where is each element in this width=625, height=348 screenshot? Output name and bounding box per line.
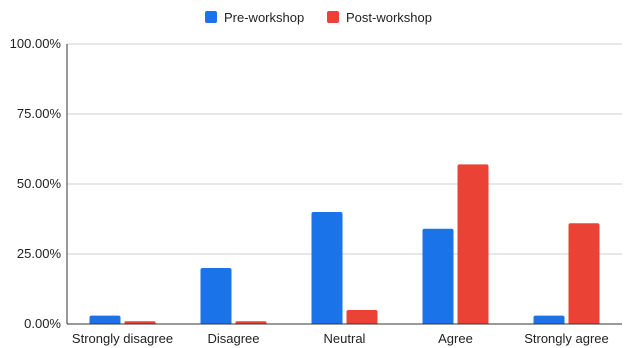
legend-swatch [327, 11, 339, 23]
x-axis: Strongly disagree Disagree Neutral Agree Str… [67, 323, 622, 346]
bar-post-workshop-neutral [346, 310, 378, 324]
x-tick-label: Strongly agree [524, 331, 609, 346]
y-tick-label: 50.00% [17, 176, 62, 191]
bar-post-workshop-strongly-disagree [124, 321, 156, 324]
bars [89, 164, 600, 324]
bar-pre-workshop-strongly-disagree [89, 315, 121, 324]
y-axis: 0.00% 25.00% 50.00% 75.00% 100.00% [10, 36, 68, 331]
x-tick-label: Agree [438, 331, 473, 346]
legend-label: Post-workshop [346, 10, 432, 25]
bar-pre-workshop-disagree [200, 268, 232, 324]
y-tick-label: 25.00% [17, 246, 62, 261]
bar-pre-workshop-neutral [311, 212, 343, 324]
bar-post-workshop-strongly-agree [568, 223, 600, 324]
bar-pre-workshop-agree [422, 228, 454, 324]
x-tick-label: Disagree [207, 331, 259, 346]
x-tick-label: Strongly disagree [72, 331, 173, 346]
legend-swatch [205, 11, 217, 23]
y-tick-label: 100.00% [10, 36, 62, 51]
y-tick-label: 0.00% [24, 316, 61, 331]
legend: Pre-workshop Post-workshop [205, 10, 432, 25]
y-tick-label: 75.00% [17, 106, 62, 121]
bar-post-workshop-disagree [235, 321, 267, 324]
x-tick-label: Neutral [324, 331, 366, 346]
gridlines [67, 43, 622, 255]
legend-label: Pre-workshop [224, 10, 304, 25]
bar-post-workshop-agree [457, 164, 489, 324]
bar-pre-workshop-strongly-agree [533, 315, 565, 324]
